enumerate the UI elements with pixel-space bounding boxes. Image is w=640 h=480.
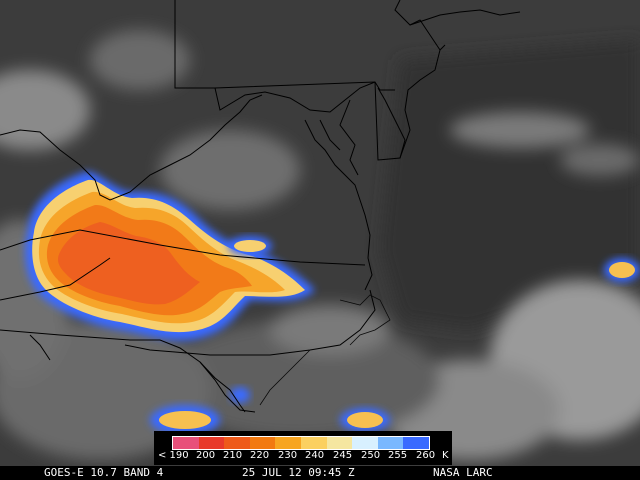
- legend-tick-label: 250: [361, 450, 381, 461]
- state-borders: [0, 0, 521, 413]
- legend-tick-label: 220: [250, 450, 270, 461]
- legend-swatch: [377, 437, 404, 449]
- legend-tick-label: 210: [223, 450, 243, 461]
- convective-cells: [150, 236, 640, 435]
- legend-swatch: [224, 437, 250, 449]
- legend-swatch: [198, 437, 225, 449]
- datetime-label: 25 JUL 12 09:45 Z: [242, 466, 355, 479]
- temperature-legend: < 190 200 210 220 230 240 245 250 255 260 K: [154, 431, 452, 465]
- legend-swatch: [249, 437, 276, 449]
- legend-tick-label: 230: [278, 450, 298, 461]
- legend-tick-label: 200: [196, 450, 216, 461]
- satellite-label: GOES-E 10.7 BAND 4: [44, 466, 164, 479]
- legend-swatch: [275, 437, 301, 449]
- credit-label: NASA LARC: [433, 466, 493, 479]
- satellite-map: [0, 0, 640, 460]
- legend-tick-label: < 190: [158, 450, 189, 461]
- legend-unit: K: [442, 450, 449, 461]
- legend-tick-label: 255: [388, 450, 408, 461]
- legend-tick-label: 260: [416, 450, 436, 461]
- cloud-layer: [0, 30, 640, 460]
- legend-tick-label: 245: [333, 450, 353, 461]
- legend-swatch: [300, 437, 327, 449]
- coastline: [259, 294, 391, 406]
- legend-color-bar: [172, 436, 430, 450]
- legend-swatch: [352, 437, 378, 449]
- legend-labels: < 190 200 210 220 230 240 245 250 255 260 K: [154, 450, 452, 463]
- legend-swatch: [173, 437, 199, 449]
- ocean-region: [380, 40, 640, 330]
- legend-tick-label: 240: [305, 450, 325, 461]
- image-caption: GOES-E 10.7 BAND 4 25 JUL 12 09:45 Z NAS…: [0, 466, 640, 480]
- legend-swatch: [326, 437, 353, 449]
- legend-swatch: [403, 437, 429, 449]
- storm-complex: [25, 171, 316, 341]
